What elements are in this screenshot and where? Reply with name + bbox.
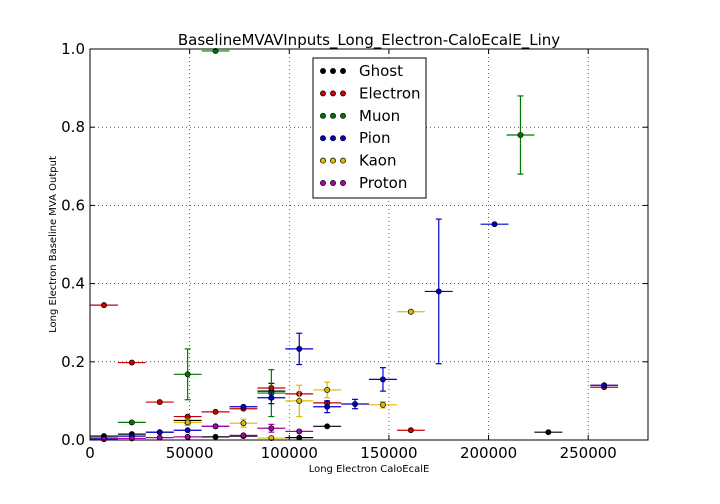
chart-title: BaselineMVAVInputs_Long_Electron-CaloEca…: [178, 31, 560, 50]
legend-box: [312, 57, 427, 199]
data-point: [380, 401, 386, 408]
data-point: [240, 432, 247, 439]
legend-label: Kaon: [359, 152, 396, 170]
ticks: 0 50000 100000 150000 200000 250000 0.0 0.2 0.4 0…: [61, 40, 648, 462]
data-point: [184, 433, 191, 440]
series-electron: [90, 302, 619, 434]
legend-item-muon: Muon: [320, 107, 400, 125]
data-point: [380, 376, 386, 383]
data-point: [268, 435, 275, 441]
legend-marker: [340, 90, 346, 97]
data-point: [407, 427, 414, 434]
data-point: [184, 371, 191, 378]
x-tick-label: 250000: [560, 444, 617, 462]
legend: Ghost Electron Muon Pion Kaon Proton: [312, 57, 427, 199]
legend-marker: [340, 135, 346, 142]
data-point: [407, 308, 414, 315]
series-proton: [90, 423, 314, 443]
x-tick-label: 0: [85, 444, 95, 462]
data-point: [545, 429, 552, 436]
data-point: [296, 345, 303, 352]
data-point: [240, 403, 247, 410]
legend-marker: [340, 180, 346, 186]
y-tick-label: 0.2: [61, 353, 85, 371]
legend-marker: [330, 112, 336, 119]
data-point: [324, 387, 331, 393]
data-point: [100, 436, 107, 443]
data-point: [156, 429, 163, 436]
x-tick-label: 200000: [460, 444, 517, 462]
y-axis-label: Long Electron Baseline MVA Output: [48, 156, 59, 333]
data-point: [268, 394, 275, 401]
x-axis-label: Long Electron CaloEcalE: [309, 464, 430, 475]
data-point: [268, 425, 275, 432]
y-tick-label: 0.8: [61, 118, 85, 136]
data-point: [212, 48, 219, 54]
legend-item-kaon: Kaon: [320, 152, 396, 170]
data-point: [435, 288, 442, 295]
data-point: [212, 433, 219, 440]
data-point: [352, 401, 358, 407]
data-point: [212, 423, 219, 430]
legend-marker: [320, 112, 326, 119]
legend-marker: [320, 90, 326, 97]
data-point: [240, 420, 247, 427]
data-point: [491, 221, 498, 228]
legend-marker: [320, 68, 326, 74]
plot-frame: [89, 48, 649, 441]
y-tick-label: 1.0: [61, 40, 85, 58]
legend-label: Muon: [359, 107, 400, 125]
data-point: [517, 132, 524, 138]
legend-marker: [330, 135, 336, 142]
x-tick-label: 100000: [261, 444, 318, 462]
series-pion: [90, 218, 619, 441]
data-point: [296, 428, 303, 435]
legend-marker: [320, 157, 326, 164]
data-point: [296, 397, 303, 404]
data-point: [156, 399, 163, 406]
series-kaon: [173, 308, 425, 441]
legend-item-proton: Proton: [320, 174, 407, 192]
data-point: [128, 419, 135, 426]
legend-marker: [340, 112, 346, 119]
series-layer: [90, 48, 619, 443]
data-point: [184, 427, 191, 434]
y-tick-label: 0.0: [61, 431, 85, 449]
legend-marker: [330, 157, 336, 164]
data-point: [184, 419, 191, 426]
legend-item-electron: Electron: [320, 84, 421, 102]
x-tick-label: 50000: [166, 444, 214, 462]
y-tick-label: 0.4: [61, 275, 85, 293]
y-tick-label: 0.6: [61, 196, 85, 214]
data-point: [184, 413, 191, 420]
data-point: [212, 408, 219, 415]
data-point: [296, 434, 303, 441]
legend-label: Pion: [359, 129, 391, 147]
data-point: [601, 382, 608, 389]
legend-marker: [330, 180, 336, 186]
data-point: [324, 423, 331, 430]
data-point: [128, 359, 135, 366]
legend-item-ghost: Ghost: [320, 62, 403, 80]
legend-marker: [320, 135, 326, 142]
data-point: [156, 434, 163, 441]
legend-marker: [340, 68, 346, 74]
data-point: [100, 302, 107, 309]
legend-marker: [330, 90, 336, 97]
legend-item-pion: Pion: [320, 129, 391, 147]
legend-marker: [340, 157, 346, 164]
legend-marker: [320, 180, 326, 186]
legend-label: Proton: [359, 174, 407, 192]
legend-label: Electron: [359, 84, 421, 102]
data-point: [324, 403, 331, 410]
legend-label: Ghost: [359, 62, 403, 80]
x-tick-label: 150000: [360, 444, 417, 462]
legend-marker: [330, 68, 336, 74]
